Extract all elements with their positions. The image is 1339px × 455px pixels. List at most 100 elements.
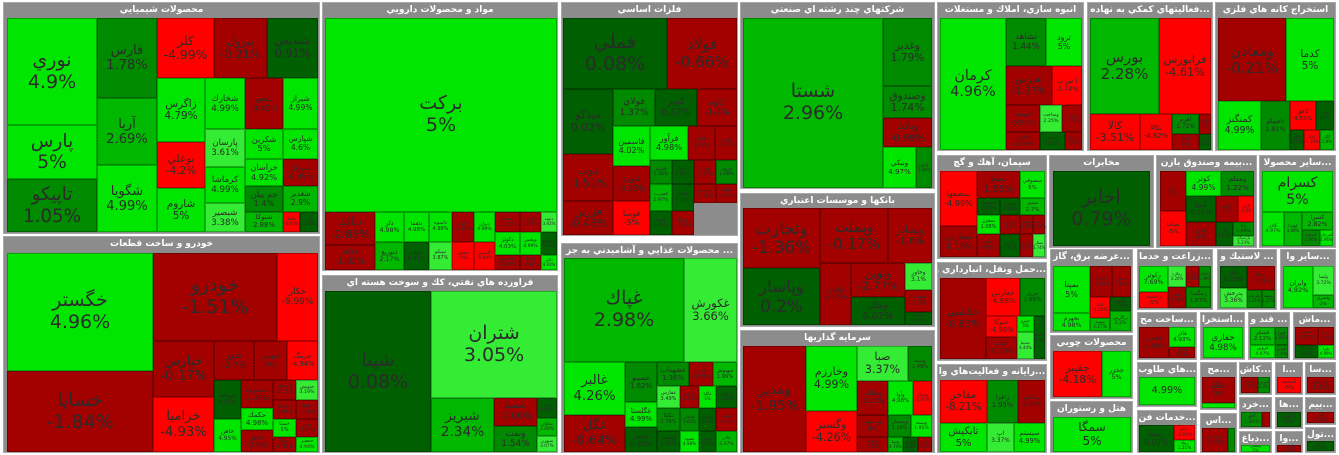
stock-tile[interactable]: دزهراوي 0.16% [541, 232, 557, 255]
stock-tile[interactable]: شخارك 4.99% [205, 78, 245, 129]
stock-tile[interactable]: غبهنوش 1.99% [713, 362, 737, 386]
stock-tile[interactable]: شکربن 5% [245, 129, 283, 159]
stock-tile[interactable]: بپيوند 2.27% [1090, 318, 1110, 331]
stock-tile[interactable]: ددام -1.02% [325, 245, 375, 270]
sector-title[interactable]: مخابرات [1083, 158, 1120, 168]
stock-tile[interactable]: شسپا -0.06% [494, 398, 537, 426]
stock-tile[interactable]: سشرق 0.09% [977, 198, 1000, 215]
sector-title[interactable]: ...فعاليتهاي کمکي به نهاده [1090, 5, 1210, 15]
stock-tile[interactable]: خکار -9.99% [277, 253, 318, 341]
stock-tile[interactable]: زملارد 3.26% [1168, 266, 1186, 287]
stock-tile[interactable]: حفارس -4.98% [986, 278, 1020, 316]
stock-tile[interactable]: بجهرم 4.98% [1053, 313, 1090, 331]
sector-title[interactable]: ...زراعت و خدما [1139, 252, 1211, 262]
stock-tile[interactable]: بساما -5% [1160, 211, 1186, 246]
stock-tile[interactable]: وگستر -4.26% [806, 411, 857, 452]
stock-tile[interactable]: دتوليد 0.01% [404, 242, 429, 270]
stock-tile[interactable]: رافزا 1.95% [987, 380, 1018, 423]
stock-tile[interactable]: ولسا 3.72% [1313, 266, 1334, 295]
stock-tile[interactable]: برکت 5% [325, 18, 557, 212]
stock-tile[interactable]: دبران 4.99% [474, 212, 495, 242]
stock-tile[interactable]: وبانك -0.99% [883, 118, 932, 147]
stock-tile[interactable]: امين 0.3% [1199, 134, 1211, 150]
stock-tile[interactable]: خمينا 5% [273, 419, 296, 437]
stock-tile[interactable]: ذوب -1.51% [563, 154, 613, 201]
stock-tile[interactable]: کافق 4.55% [1290, 101, 1316, 130]
stock-tile[interactable]: افق 1.31% [1241, 412, 1262, 427]
stock-tile[interactable]: کوثر 4.99% [1186, 171, 1221, 196]
stock-tile[interactable]: کپارس 2.2% [1258, 377, 1270, 393]
stock-tile[interactable]: خرينگ -4.94% [287, 341, 318, 380]
stock-tile[interactable]: دتوزيع 2.17% [375, 242, 404, 270]
stock-tile[interactable]: خزاميا -4.93% [153, 397, 214, 452]
stock-tile[interactable]: غصينو 1.62% [625, 362, 657, 402]
sector-title[interactable]: ...ساير وا [1286, 252, 1330, 262]
stock-tile[interactable]: فاسمين 4.02% [613, 126, 650, 166]
stock-tile[interactable]: شاملا -0.63% [283, 212, 300, 232]
stock-tile[interactable]: سرقام -2.96% [1018, 380, 1045, 423]
stock-tile[interactable]: جم پيلن 1.4% [245, 186, 283, 212]
stock-tile[interactable]: ونيکي 4.97% [883, 147, 916, 188]
stock-tile[interactable] [1228, 428, 1235, 452]
stock-tile[interactable]: خگستر 4.96% [7, 253, 153, 371]
stock-tile[interactable]: اپ 3.37% [987, 423, 1014, 452]
stock-tile[interactable]: خپويش 3.19% [296, 380, 318, 400]
stock-tile[interactable]: فتوله -2.26% [716, 184, 737, 203]
stock-tile[interactable]: ابر 0.52% [300, 212, 318, 232]
stock-tile[interactable]: ختراک 0.1% [1295, 345, 1318, 358]
stock-tile[interactable] [1262, 412, 1270, 427]
stock-tile[interactable]: صبا 3.37% [857, 346, 908, 381]
stock-tile[interactable]: دبالك -2.85% [325, 212, 375, 245]
stock-tile[interactable]: فباهنر -0.45% [715, 126, 737, 160]
stock-tile[interactable]: فوسا -5% [613, 201, 650, 235]
stock-tile[interactable]: سفار 3.74% [1033, 234, 1045, 257]
stock-tile[interactable]: سيستم 4.99% [1014, 423, 1045, 452]
stock-tile[interactable]: جکاپا 0% [1202, 377, 1235, 403]
stock-tile[interactable]: پسهند 1.27% [1262, 290, 1275, 308]
sector-title[interactable]: ... لاستيك و [1220, 252, 1274, 262]
sector-title[interactable]: شرکتهاي چند رشته اي صنعتي [770, 5, 905, 15]
sector-title[interactable]: ...سا [1309, 365, 1332, 375]
sector-title[interactable]: هتل و رستوران [1056, 404, 1127, 414]
stock-tile[interactable]: کاوه -1.4% [697, 89, 737, 126]
stock-tile[interactable]: زاگرس 4.79% [157, 78, 205, 142]
stock-tile[interactable]: خشرق -2.06% [273, 400, 296, 419]
stock-tile[interactable]: وسبحان 1.14% [888, 415, 911, 437]
stock-tile[interactable]: چفيبر -4.18% [1053, 351, 1102, 397]
stock-tile[interactable]: شتران 3.05% [431, 291, 557, 398]
stock-tile[interactable]: سکرما -0.43% [1019, 234, 1034, 257]
stock-tile[interactable]: ثنوسا -0.57% [1006, 105, 1040, 132]
stock-tile[interactable]: دعبيد 3.81% [541, 212, 557, 232]
stock-tile[interactable]: ونوين -2.77% [851, 263, 905, 297]
sector-title[interactable]: ...وا [1279, 434, 1299, 444]
stock-tile[interactable]: کماسه -5% [1277, 377, 1301, 393]
stock-tile[interactable]: رمپنا 0.07% [1139, 425, 1174, 452]
stock-tile[interactable]: غسالم 0.34% [699, 408, 716, 431]
stock-tile[interactable] [1202, 403, 1235, 408]
stock-tile[interactable]: غگلپا 5% [699, 386, 716, 408]
sector-title[interactable]: مواد و محصولات دارويي [386, 5, 494, 15]
stock-tile[interactable]: تاپکيش 5% [940, 423, 987, 452]
stock-tile[interactable]: وصنا 4.74% [888, 437, 903, 452]
stock-tile[interactable]: وسپه 1.49% [908, 346, 932, 381]
stock-tile[interactable]: وساخت 2.25% [1040, 105, 1062, 132]
stock-tile[interactable]: بنو 0% [1160, 171, 1186, 211]
stock-tile[interactable]: حتايد -0.29% [986, 337, 1017, 359]
stock-tile[interactable]: حفاري 4.98% [1203, 327, 1243, 358]
stock-tile[interactable]: دماوند -2.56% [1090, 266, 1112, 297]
stock-tile[interactable]: سفارس -0.18% [940, 226, 977, 257]
stock-tile[interactable]: شبهرن 3.07% [537, 436, 557, 452]
stock-tile[interactable]: زماهان 1.49% [1199, 266, 1211, 287]
stock-tile[interactable]: ومعادن -0.21% [1218, 18, 1286, 101]
stock-tile[interactable]: ثاميد 0.5% [1040, 132, 1065, 150]
stock-tile[interactable]: نوري 4.9% [7, 18, 97, 125]
stock-tile[interactable]: وپست -1.7% [905, 290, 932, 312]
sector-title[interactable]: ...دباغ [1241, 434, 1270, 444]
stock-tile[interactable]: سصفها -4.99% [940, 171, 977, 226]
stock-tile[interactable]: خساپا -1.84% [7, 371, 153, 452]
stock-tile[interactable]: تکمبا -1.91% [1318, 327, 1334, 345]
stock-tile[interactable]: شتوکا 2.88% [245, 212, 283, 232]
stock-tile[interactable]: پتاير 0.25% [1220, 266, 1247, 288]
stock-tile[interactable]: شيراز 4.99% [283, 78, 318, 129]
stock-tile[interactable]: کرمان 4.96% [940, 18, 1006, 150]
